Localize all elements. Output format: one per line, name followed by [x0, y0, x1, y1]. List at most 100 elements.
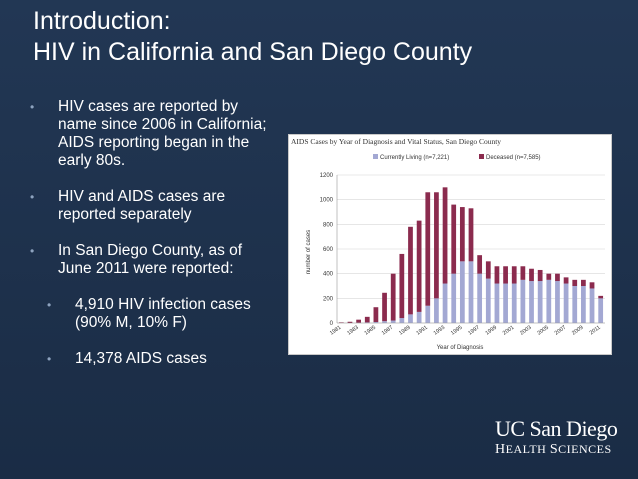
bar-deceased	[390, 273, 396, 321]
chart-bars	[338, 187, 604, 323]
bar-deceased	[520, 266, 526, 280]
chart-title: AIDS Cases by Year of Diagnosis and Vita…	[291, 137, 501, 146]
bar-living	[373, 322, 379, 323]
bar-living	[537, 281, 543, 323]
bar-living	[477, 273, 483, 323]
bullet-dot-icon: •	[30, 190, 35, 204]
x-tick-label: 1985	[364, 325, 377, 337]
bar-living	[382, 321, 387, 323]
x-tick-label: 2001	[502, 325, 515, 337]
bar-deceased	[494, 266, 500, 284]
x-tick-label: 2005	[536, 325, 549, 337]
bullet-list: • HIV cases are reported by name since 2…	[28, 98, 278, 386]
bar-deceased	[468, 208, 474, 262]
bar-living	[572, 286, 578, 323]
y-tick-label: 600	[323, 247, 334, 253]
x-tick-label: 2011	[589, 325, 602, 337]
aids-cases-chart: AIDS Cases by Year of Diagnosis and Vita…	[288, 134, 612, 355]
legend-swatch-living	[373, 154, 378, 159]
bar-living	[503, 283, 508, 323]
y-tick-label: 1200	[320, 173, 334, 179]
bar-deceased	[451, 204, 457, 274]
x-tick-label: 1999	[485, 325, 498, 337]
bullet-text: 4,910 HIV infection cases (90% M, 10% F)	[75, 296, 251, 331]
bar-deceased	[425, 192, 431, 306]
bar-deceased	[555, 273, 560, 282]
bar-deceased	[382, 292, 387, 322]
x-axis: 1981 1983 1985 1987 1989 1991 1993 1995 1997 1999…	[329, 322, 605, 337]
bar-deceased	[546, 273, 552, 280]
bar-deceased	[347, 321, 353, 323]
bar-deceased	[356, 319, 361, 323]
bar-living	[511, 283, 517, 323]
bar-deceased	[485, 261, 491, 279]
bullet-item: • In San Diego County, as of June 2011 w…	[28, 242, 278, 278]
y-tick-label: 1000	[320, 198, 334, 204]
bullet-item: • HIV cases are reported by name since 2…	[28, 98, 278, 170]
chart-svg: AIDS Cases by Year of Diagnosis and Vita…	[291, 137, 605, 351]
bar-deceased	[408, 226, 413, 315]
bar-living	[416, 311, 422, 323]
bar-deceased	[537, 269, 543, 282]
bar-deceased	[572, 279, 578, 286]
x-tick-label: 1993	[433, 325, 446, 337]
bar-deceased	[442, 187, 448, 284]
x-tick-label: 1981	[329, 325, 342, 337]
x-tick-label: 2009	[571, 325, 584, 337]
bar-living	[546, 279, 552, 323]
bar-deceased	[511, 266, 517, 284]
y-tick-label: 0	[330, 321, 334, 327]
bar-deceased	[529, 268, 534, 282]
slide-title: Introduction: HIV in California and San …	[33, 6, 472, 68]
logo-line-1: UC San Diego	[495, 416, 618, 441]
bar-living	[581, 286, 586, 323]
sub-bullet-item: • 14,378 AIDS cases	[28, 350, 278, 368]
bullet-dot-icon: •	[30, 100, 35, 114]
y-axis-label: number of cases	[306, 230, 312, 274]
bar-living	[399, 318, 405, 323]
x-axis-label: Year of Diagnosis	[437, 345, 484, 351]
bar-deceased	[563, 277, 569, 284]
title-line-2: HIV in California and San Diego County	[33, 38, 473, 66]
bar-deceased	[589, 282, 595, 289]
bullet-text: 14,378 AIDS cases	[75, 350, 207, 367]
bullet-text: HIV cases are reported by name since 200…	[58, 98, 267, 169]
y-axis: 0 200 400 600 800 1000 1200	[320, 173, 338, 327]
logo-line-2: HEALTH SCIENCES	[495, 442, 612, 457]
y-tick-label: 200	[323, 296, 334, 302]
chart-legend: Currently Living (n=7,221) Deceased (n=7…	[373, 154, 541, 161]
bar-deceased	[434, 192, 439, 299]
legend-swatch-deceased	[479, 154, 484, 159]
x-tick-label: 1983	[346, 325, 359, 337]
bar-living	[494, 283, 500, 323]
bar-deceased	[477, 255, 483, 274]
bar-deceased	[364, 316, 370, 323]
bar-living	[598, 298, 604, 323]
bullet-dot-icon: •	[47, 298, 52, 312]
bar-living	[451, 273, 457, 323]
bullet-text: In San Diego County, as of June 2011 wer…	[58, 242, 243, 277]
x-tick-label: 2003	[519, 325, 532, 337]
legend-label-deceased: Deceased (n=7,585)	[486, 155, 541, 161]
x-tick-label: 1987	[381, 325, 394, 337]
bar-deceased	[416, 220, 422, 312]
title-line-1: Introduction:	[33, 7, 171, 35]
bullet-dot-icon: •	[47, 352, 52, 366]
bar-living	[434, 298, 439, 323]
bar-living	[364, 322, 370, 323]
uc-san-diego-logo: UC San Diego HEALTH SCIENCES	[495, 416, 618, 458]
x-tick-label: 1991	[415, 325, 428, 337]
x-tick-label: 1989	[398, 325, 411, 337]
bar-living	[459, 261, 465, 323]
bar-deceased	[373, 307, 379, 323]
y-tick-label: 800	[323, 222, 334, 228]
bar-living	[485, 278, 491, 323]
x-tick-label: 2007	[554, 325, 567, 337]
bar-deceased	[581, 279, 586, 286]
legend-label-living: Currently Living (n=7,221)	[380, 155, 449, 161]
sub-bullet-item: • 4,910 HIV infection cases (90% M, 10% …	[28, 296, 278, 332]
bar-deceased	[399, 253, 405, 319]
y-tick-label: 400	[323, 272, 334, 278]
bar-living	[563, 283, 569, 323]
bar-living	[425, 305, 431, 323]
